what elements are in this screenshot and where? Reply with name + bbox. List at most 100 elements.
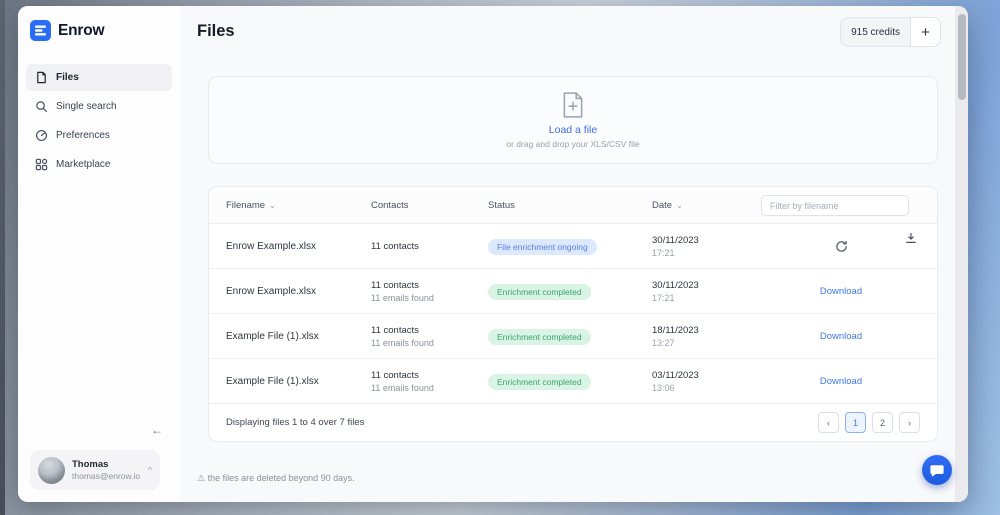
file-name: Enrow Example.xlsx [226,240,317,252]
user-info: Thomas thomas@enrow.io [72,459,140,482]
status-cell: Enrichment completed [488,327,652,345]
file-time: 17:21 [652,292,675,303]
user-menu[interactable]: Thomas thomas@enrow.io ^ [30,450,160,490]
brand-logo: Enrow [30,20,105,41]
download-link[interactable]: Download [819,330,863,342]
sidebar-item-label: Files [56,72,79,83]
results-summary: Displaying files 1 to 4 over 7 files [226,417,365,428]
marketplace-grid-icon [35,158,48,171]
table-row: Enrow Example.xlsx 11 contacts 11 emails f… [209,269,937,314]
file-name: Enrow Example.xlsx [226,285,317,297]
main-content: Files 915 credits + Load a file or drag … [180,6,955,502]
dropzone-hint: or drag and drop your XLS/CSV file [506,139,640,149]
sidebar-item-label: Marketplace [56,159,111,170]
table-body: Enrow Example.xlsx 11 contacts File enrich… [209,224,937,404]
sidebar-item-label: Preferences [56,130,110,141]
status-badge: Enrichment completed [488,329,591,345]
actions-cell: Download [762,331,920,342]
contacts-cell: 11 contacts 11 emails found [371,280,488,303]
page-title: Files [197,22,235,40]
contacts-count: 11 contacts [371,324,419,336]
table-header-row: Filename ⌄ Contacts Status Date ⌄ [209,187,937,224]
date-cell: 30/11/2023 17:21 [652,280,762,303]
sidebar-item-files[interactable]: Files [26,64,172,91]
file-date: 30/11/2023 [652,234,699,246]
actions-cell: Download [762,376,920,387]
files-table: Filename ⌄ Contacts Status Date ⌄ Enrow … [208,186,938,442]
file-date: 03/11/2023 [652,369,699,381]
upload-file-icon [563,92,583,118]
column-header-date[interactable]: Date ⌄ [652,199,683,211]
file-date: 30/11/2023 [652,279,699,291]
enrow-logo-icon [30,20,51,41]
app-window: Enrow Files Single search Preferences Ma… [18,6,968,502]
load-file-link[interactable]: Load a file [548,124,598,136]
chevron-down-icon: ⌄ [269,200,276,210]
file-icon [37,71,46,84]
table-footer: Displaying files 1 to 4 over 7 files ‹ 1 2… [209,404,937,441]
actions-cell: Download [762,286,920,297]
download-link[interactable]: Download [819,375,863,387]
chevron-up-icon: ^ [147,465,152,475]
contacts-count: 11 contacts [371,369,419,381]
file-name: Example File (1).xlsx [226,330,319,342]
file-dropzone[interactable]: Load a file or drag and drop your XLS/CS… [208,76,938,164]
table-row: Example File (1).xlsx 11 contacts 11 email… [209,314,937,359]
filter-filename-input[interactable] [761,195,909,216]
retention-footnote: ⚠ the files are deleted beyond 90 days. [197,473,355,483]
actions-cell [762,240,920,253]
date-cell: 18/11/2023 13:27 [652,325,762,348]
processing-spinner-icon [835,240,848,253]
table-row: Example File (1).xlsx 11 contacts 11 email… [209,359,937,404]
chevron-down-icon: ⌄ [676,200,683,210]
sidebar-item-preferences[interactable]: Preferences [26,122,172,149]
column-header-contacts: Contacts [371,199,409,211]
page-button-2[interactable]: 2 [872,412,893,433]
status-badge: Enrichment completed [488,284,591,300]
preferences-icon [35,129,48,142]
emails-found: 11 emails found [371,292,434,303]
scrollbar-track[interactable] [955,6,968,502]
status-badge: Enrichment completed [488,374,591,390]
status-cell: Enrichment completed [488,282,652,300]
file-date: 18/11/2023 [652,324,699,336]
contacts-cell: 11 contacts 11 emails found [371,370,488,393]
chat-bubble-icon [930,464,944,476]
emails-found: 11 emails found [371,337,434,348]
status-cell: File enrichment ongoing [488,237,652,255]
avatar [38,456,65,484]
emails-found: 11 emails found [371,382,434,393]
add-credits-button[interactable]: + [910,18,940,46]
status-cell: Enrichment completed [488,372,652,390]
scrollbar-thumb[interactable] [957,14,966,100]
file-time: 17:21 [652,247,675,258]
contacts-cell: 11 contacts [371,241,488,252]
status-badge: File enrichment ongoing [488,239,597,255]
column-header-status: Status [488,199,515,211]
user-email: thomas@enrow.io [72,470,141,481]
page-button-›[interactable]: › [899,412,920,433]
collapse-sidebar-button[interactable]: ← [151,423,163,437]
sidebar-item-marketplace[interactable]: Marketplace [26,151,172,178]
table-row: Enrow Example.xlsx 11 contacts File enrich… [209,224,937,269]
contacts-count: 11 contacts [371,279,419,291]
sidebar-item-single-search[interactable]: Single search [26,93,172,120]
page-button-1[interactable]: 1 [845,412,866,433]
download-link[interactable]: Download [819,285,863,297]
contacts-count: 11 contacts [371,240,419,252]
download-file-icon[interactable] [905,232,917,244]
chat-widget-button[interactable] [922,455,952,485]
brand-name: Enrow [58,21,105,39]
page-button-‹[interactable]: ‹ [818,412,839,433]
sidebar-item-label: Single search [56,101,117,112]
column-header-filename[interactable]: Filename ⌄ [226,199,276,211]
credits-badge[interactable]: 915 credits [851,26,900,38]
sidebar: Enrow Files Single search Preferences Ma… [18,6,180,502]
contacts-cell: 11 contacts 11 emails found [371,325,488,348]
search-icon [36,101,48,113]
credits-control: 915 credits + [840,17,941,47]
pagination: ‹ 1 2 › [818,412,920,433]
date-cell: 30/11/2023 17:21 [652,235,762,258]
file-time: 13:06 [652,382,675,393]
file-name: Example File (1).xlsx [226,375,319,387]
